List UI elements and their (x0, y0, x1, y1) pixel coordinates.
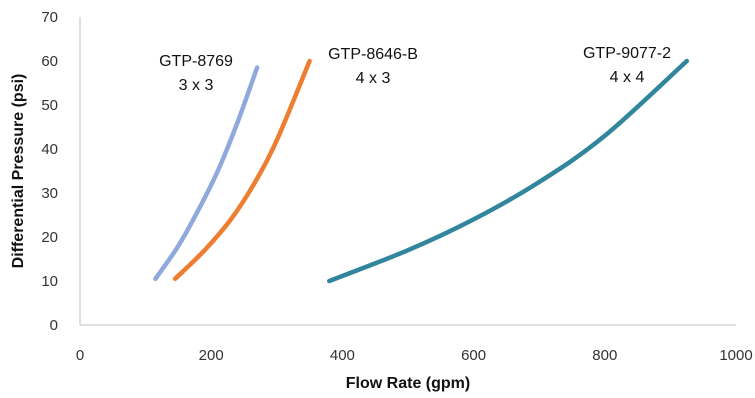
axes-layer (79, 17, 736, 326)
series-label-1-line-1: 4 x 3 (356, 70, 391, 87)
series-label-2-line-1: 4 x 4 (610, 69, 645, 86)
series-label-0-line-0: GTP-8769 (159, 53, 233, 70)
y-axis-title: Differential Pressure (psi) (10, 74, 27, 269)
series-label-1: GTP-8646-B 4 x 3 (328, 46, 418, 87)
y-tick-label-60: 60 (41, 53, 58, 70)
series-label-0: GTP-8769 3 x 3 (159, 53, 233, 94)
series-line-0 (153, 65, 260, 282)
y-tick-label-70: 70 (41, 9, 58, 26)
x-tick-label-0: 0 (76, 347, 84, 364)
x-tick-label-1000: 1000 (719, 347, 752, 364)
series-label-0-line-1: 3 x 3 (179, 77, 214, 94)
y-tick-label-40: 40 (41, 141, 58, 158)
series-line-2 (327, 58, 690, 284)
y-tick-label-30: 30 (41, 185, 58, 202)
series-line-1 (172, 58, 312, 282)
series-label-1-line-0: GTP-8646-B (328, 46, 418, 63)
x-tick-label-200: 200 (199, 347, 224, 364)
series-layer (153, 58, 690, 284)
y-tick-label-50: 50 (41, 97, 58, 114)
x-axis-title: Flow Rate (gpm) (346, 375, 470, 392)
labels-layer: GTP-8769 3 x 3 GTP-8646-B 4 x 3 GTP-9077-2 4 … (159, 45, 671, 94)
y-tick-label-10: 10 (41, 273, 58, 290)
series-label-2-line-0: GTP-9077-2 (583, 45, 671, 62)
y-tick-label-0: 0 (50, 317, 58, 334)
x-tick-label-800: 800 (592, 347, 617, 364)
y-tick-label-20: 20 (41, 229, 58, 246)
x-tick-label-600: 600 (461, 347, 486, 364)
series-label-2: GTP-9077-2 4 x 4 (583, 45, 671, 86)
ticks-layer: 0 10 20 30 40 50 60 70 0 200 400 600 800 1000 (41, 9, 752, 364)
x-tick-label-400: 400 (330, 347, 355, 364)
